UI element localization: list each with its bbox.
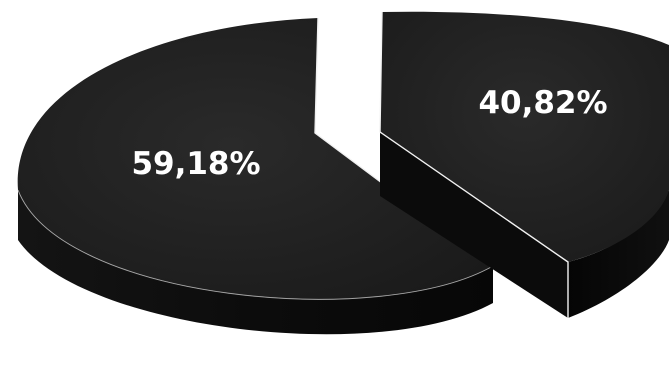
data-label-large: 59,18% <box>131 146 260 182</box>
pie-slice-large: 59,18% <box>17 17 494 335</box>
pie-slice-large-top <box>17 18 493 300</box>
pie-slice-large-outer-edge <box>17 189 494 300</box>
pie-slice-small: 40,82% <box>379 11 669 318</box>
pie-slice-small-cut-edge <box>379 11 569 318</box>
pie-slice-small-top <box>380 11 669 262</box>
pie-slice-small-side-left <box>380 132 568 318</box>
pie-slice-large-side <box>18 190 493 335</box>
pie-slice-small-side-right <box>568 190 669 318</box>
data-label-small: 40,82% <box>478 85 607 121</box>
